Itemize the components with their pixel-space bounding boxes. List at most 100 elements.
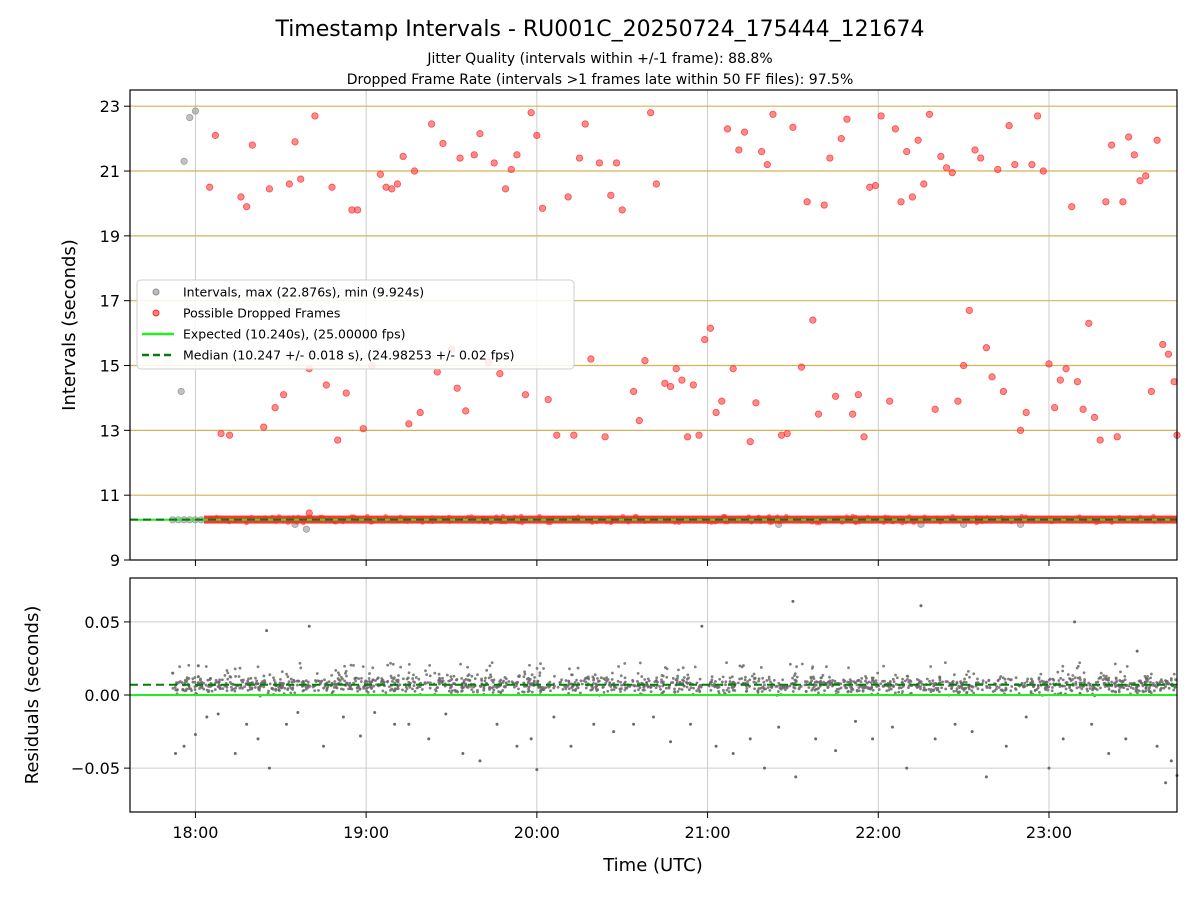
residual-point xyxy=(762,686,766,690)
residual-point xyxy=(812,685,816,688)
residual-point xyxy=(596,677,599,680)
dropped-frame-point xyxy=(988,373,996,381)
residual-point xyxy=(813,680,817,684)
dropped-frame-point xyxy=(766,514,772,519)
residual-point xyxy=(842,678,845,682)
residual-point xyxy=(709,680,713,684)
residual-point xyxy=(538,671,542,675)
residual-point xyxy=(304,679,308,683)
residual-point xyxy=(1102,674,1106,677)
dropped-frame-point xyxy=(1039,167,1047,175)
residual-point xyxy=(760,690,764,693)
legend-marker-intervals xyxy=(152,288,160,296)
residual-point xyxy=(897,686,901,690)
residual-point xyxy=(428,664,432,667)
residual-point xyxy=(490,678,494,682)
residual-point xyxy=(1135,691,1139,695)
dropped-frame-point xyxy=(564,193,572,201)
residual-point xyxy=(1048,682,1052,686)
dropped-frame-point xyxy=(607,191,615,199)
interval-point xyxy=(186,113,194,122)
residual-point xyxy=(317,689,320,692)
residual-point xyxy=(999,675,1003,678)
residual-point xyxy=(485,668,489,672)
residual-point xyxy=(423,681,427,685)
residual-point xyxy=(367,677,371,680)
residual-point xyxy=(819,676,823,680)
legend-label-median: Median (10.247 +/- 0.018 s), (24.98253 +… xyxy=(183,348,514,363)
residual-point xyxy=(738,664,742,668)
residual-point xyxy=(393,676,396,680)
residual-outlier-point xyxy=(1124,737,1128,741)
residual-point xyxy=(299,666,303,670)
residual-point xyxy=(1143,674,1147,678)
dropped-frame-point xyxy=(368,520,374,525)
dropped-frame-point xyxy=(570,431,578,439)
dropped-frame-point xyxy=(494,514,499,520)
residual-point xyxy=(1029,691,1033,695)
residual-point xyxy=(612,688,616,692)
residual-point xyxy=(638,686,642,690)
residual-point xyxy=(372,684,376,688)
legend: Intervals, max (22.876s), min (9.924s) P… xyxy=(136,279,575,370)
residual-outlier-point xyxy=(515,744,519,748)
residual-point xyxy=(1141,689,1145,693)
residual-point xyxy=(412,673,415,677)
dropped-frame-point xyxy=(809,316,817,324)
residual-point xyxy=(250,686,254,690)
dropped-frame-point xyxy=(763,160,771,169)
residual-point xyxy=(233,667,237,671)
dropped-frame-point xyxy=(1130,151,1138,159)
residual-point xyxy=(1167,686,1171,690)
residual-point xyxy=(420,687,424,691)
residual-point xyxy=(177,681,181,684)
dropped-frame-point xyxy=(1090,413,1099,421)
residual-outlier-point xyxy=(444,712,448,716)
residual-point xyxy=(847,666,850,670)
residual-point xyxy=(510,680,514,684)
residual-point xyxy=(187,685,191,688)
residual-point xyxy=(466,665,469,669)
residual-point xyxy=(1092,686,1096,690)
residual-point xyxy=(932,688,936,692)
residual-point xyxy=(364,687,368,691)
residual-point xyxy=(1131,687,1135,690)
residual-point xyxy=(693,665,697,669)
dropped-frame-point xyxy=(359,425,367,433)
residual-point xyxy=(682,676,686,679)
residual-point xyxy=(1044,688,1048,692)
residual-point xyxy=(1083,678,1087,681)
residual-point xyxy=(752,672,756,676)
residual-point xyxy=(1102,682,1106,686)
dropped-frame-point xyxy=(521,391,530,399)
residual-point xyxy=(538,674,542,677)
residual-point xyxy=(869,681,873,684)
residual-point xyxy=(223,673,227,677)
residual-point xyxy=(671,681,675,684)
residual-point xyxy=(525,677,529,681)
residual-outlier-point xyxy=(612,730,616,734)
residual-point xyxy=(817,691,820,695)
residual-point xyxy=(428,686,432,690)
residual-point xyxy=(576,686,580,690)
residual-point xyxy=(372,690,376,693)
residual-point xyxy=(1123,675,1127,678)
residual-point xyxy=(396,680,400,684)
residual-point xyxy=(1040,679,1044,683)
residual-point xyxy=(488,688,491,691)
legend-label-intervals: Intervals, max (22.876s), min (9.924s) xyxy=(183,285,424,300)
residual-point xyxy=(1088,684,1092,687)
residual-point xyxy=(333,680,337,683)
residual-point xyxy=(441,679,445,683)
intervals-y-tick-label: 11 xyxy=(100,486,120,505)
residual-point xyxy=(742,664,745,667)
residual-point xyxy=(1111,689,1115,693)
residual-point xyxy=(610,688,614,692)
dropped-frame-point xyxy=(1147,387,1155,396)
dropped-frame-point xyxy=(469,514,474,519)
residual-point xyxy=(984,681,988,684)
residual-point xyxy=(363,681,367,684)
residual-point xyxy=(777,681,781,685)
residual-outlier-point xyxy=(321,744,325,748)
residual-point xyxy=(817,680,821,684)
